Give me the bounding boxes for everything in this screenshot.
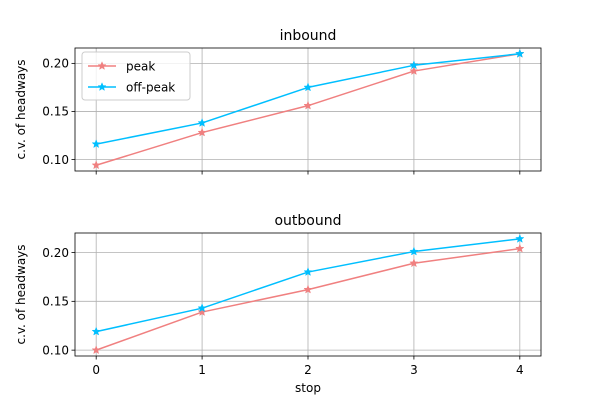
x-axis-label: stop <box>295 381 321 395</box>
data-point-off-peak <box>303 267 313 277</box>
data-point-peak <box>197 127 207 137</box>
data-point-off-peak <box>197 303 207 313</box>
y-tick-label: 0.15 <box>42 295 69 309</box>
x-tick-label: 1 <box>198 363 206 377</box>
x-tick-label: 0 <box>92 363 100 377</box>
data-point-peak <box>91 345 101 355</box>
y-tick-label: 0.20 <box>42 57 69 71</box>
data-point-peak <box>515 243 525 253</box>
y-axis-label: c.v. of headways <box>14 59 28 159</box>
panel-title: inbound <box>280 28 337 44</box>
y-axis-label: c.v. of headways <box>14 244 28 344</box>
legend-label: peak <box>126 59 155 73</box>
y-tick-label: 0.15 <box>42 105 69 119</box>
data-point-peak <box>409 66 419 76</box>
data-point-off-peak <box>515 48 525 58</box>
data-point-off-peak <box>91 139 101 149</box>
x-tick-label: 4 <box>516 363 524 377</box>
data-point-off-peak <box>303 82 313 92</box>
y-tick-label: 0.10 <box>42 343 69 357</box>
data-point-peak <box>409 258 419 268</box>
legend-marker-peak <box>97 61 107 70</box>
legend-label: off-peak <box>126 80 175 94</box>
data-point-off-peak <box>515 233 525 243</box>
outbound-panel: 0.10 0.15 0.20 0 1 2 3 4 outbound c.v. of headway… <box>14 213 542 395</box>
legend-box <box>81 51 191 101</box>
data-point-peak <box>197 307 207 317</box>
inbound-panel: 0.10 0.15 0.20 inbound c.v. of headways peak o… <box>14 28 542 175</box>
x-tick-label: 3 <box>410 363 418 377</box>
data-point-off-peak <box>197 118 207 127</box>
legend-marker-off-peak <box>97 82 107 91</box>
data-point-peak <box>303 284 313 294</box>
data-point-peak <box>91 160 101 170</box>
data-point-peak <box>303 100 313 110</box>
data-point-off-peak <box>409 60 419 70</box>
data-point-off-peak <box>91 326 101 336</box>
x-tick-label: 2 <box>304 363 312 377</box>
y-tick-label: 0.10 <box>42 153 69 167</box>
data-point-off-peak <box>409 246 419 256</box>
panel-title: outbound <box>274 213 341 229</box>
legend: peak off-peak <box>81 51 191 101</box>
y-tick-label: 0.20 <box>42 246 69 260</box>
